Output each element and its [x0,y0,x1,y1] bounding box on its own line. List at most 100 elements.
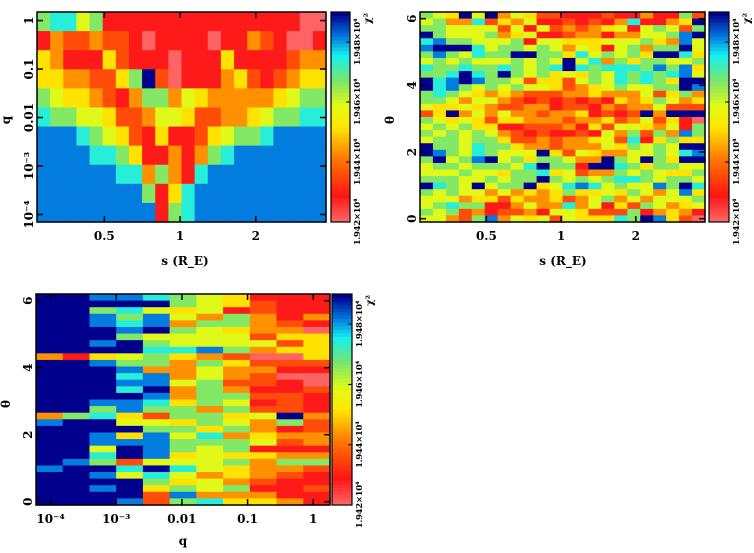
heatmap-cell [484,18,499,26]
heatmap-cell [303,406,331,414]
heatmap-cell [523,195,538,203]
heatmap-cell [432,90,447,98]
colorbar-swatch [331,218,350,223]
heatmap-cell [484,169,499,177]
heatmap-cell [601,71,615,79]
heatmap-cell [562,31,577,39]
heatmap-cell [523,38,538,46]
colorbar-swatch [332,388,352,393]
heatmap-cell [62,300,91,308]
heatmap-cell [276,346,304,354]
heatmap-cell [549,176,564,184]
heatmap-cell [249,300,278,308]
heatmap-cell [575,90,589,98]
heatmap-cell [89,439,117,447]
heatmap-cell [76,107,91,128]
heatmap-cell [640,57,654,66]
heatmap-cell [588,31,602,39]
heatmap-cell [116,472,144,480]
heatmap-cell [549,195,564,203]
colorbar-swatch [331,43,350,48]
heatmap-cell [497,117,512,125]
heatmap-cell [497,189,512,197]
heatmap-cell [640,117,654,125]
y-tick-label: 0.1 [22,59,36,80]
colorbar-swatch [332,406,352,411]
heatmap-cell [50,164,64,185]
heatmap-cell [523,64,538,72]
heatmap-cell [679,136,693,144]
heatmap-cell [420,117,434,125]
heatmap-cell [588,156,602,164]
heatmap-cell [640,162,654,171]
colorbar-swatch [332,462,352,467]
heatmap-cell [299,88,314,109]
heatmap-cell [169,406,197,414]
heatmap-cell [692,156,706,164]
heatmap-cell [223,439,251,447]
heatmap-cell [142,202,156,223]
heatmap-cell [627,38,641,46]
colorbar-tick-label: 1.946×10⁴ [355,361,365,408]
heatmap-cell [303,498,331,506]
heatmap-cell [614,90,628,98]
heatmap-cell [89,107,104,128]
heatmap-cell [196,340,224,348]
heatmap-cell [523,103,538,112]
colorbar-swatch [332,494,352,499]
heatmap-cell [614,77,628,85]
heatmap-cell [575,51,589,59]
heatmap-cell [627,162,641,171]
heatmap-cell [679,123,693,131]
heatmap-cell [692,18,706,26]
heatmap-cell [196,478,224,486]
heatmap-cell [36,425,64,434]
heatmap-cell [666,71,680,79]
heatmap-cell [614,84,628,92]
heatmap-cell [303,346,331,354]
heatmap-cell [549,97,564,105]
colorbar-swatch [332,452,352,457]
heatmap-cell [614,208,628,217]
colorbar-swatch [709,169,729,174]
heatmap-cell [536,90,551,98]
heatmap-cell [223,406,251,414]
colorbar-swatch [331,50,350,55]
heatmap-cell [142,307,171,315]
heatmap-cell [562,110,577,118]
heatmap-cell [299,145,314,166]
colorbar-swatch [332,357,352,362]
heatmap-cell [155,202,169,223]
heatmap-cell [692,57,706,66]
heatmap-cell [549,18,564,26]
colorbar-swatch [331,85,350,90]
heatmap-cell [155,12,169,32]
heatmap-cell [37,164,51,185]
heatmap-cell [116,313,144,321]
heatmap-cell [286,183,301,204]
heatmap-cell [276,340,304,348]
heatmap-cell [169,313,197,321]
heatmap-cell [273,183,288,204]
heatmap-cell [62,340,91,348]
heatmap-cell [36,379,64,387]
colorbar-swatch [332,483,352,488]
heatmap-cell [116,458,144,467]
heatmap-cell [627,97,641,105]
heatmap-cell [142,333,171,341]
heatmap-cell [62,432,91,440]
heatmap-cell [50,126,64,147]
heatmap-cell [432,77,447,85]
heatmap-cell [640,123,654,131]
heatmap-cell [575,202,589,210]
colorbar-swatch [331,12,350,16]
colorbar-swatch [332,346,352,351]
heatmap-cell [692,202,706,210]
heatmap-cell [196,439,224,447]
colorbar-tick-label: 1.946×10⁴ [732,78,742,125]
heatmap-cell [588,195,602,203]
heatmap-cell [458,12,473,20]
heatmap-cell [549,143,564,151]
heatmap-cell [62,307,91,315]
